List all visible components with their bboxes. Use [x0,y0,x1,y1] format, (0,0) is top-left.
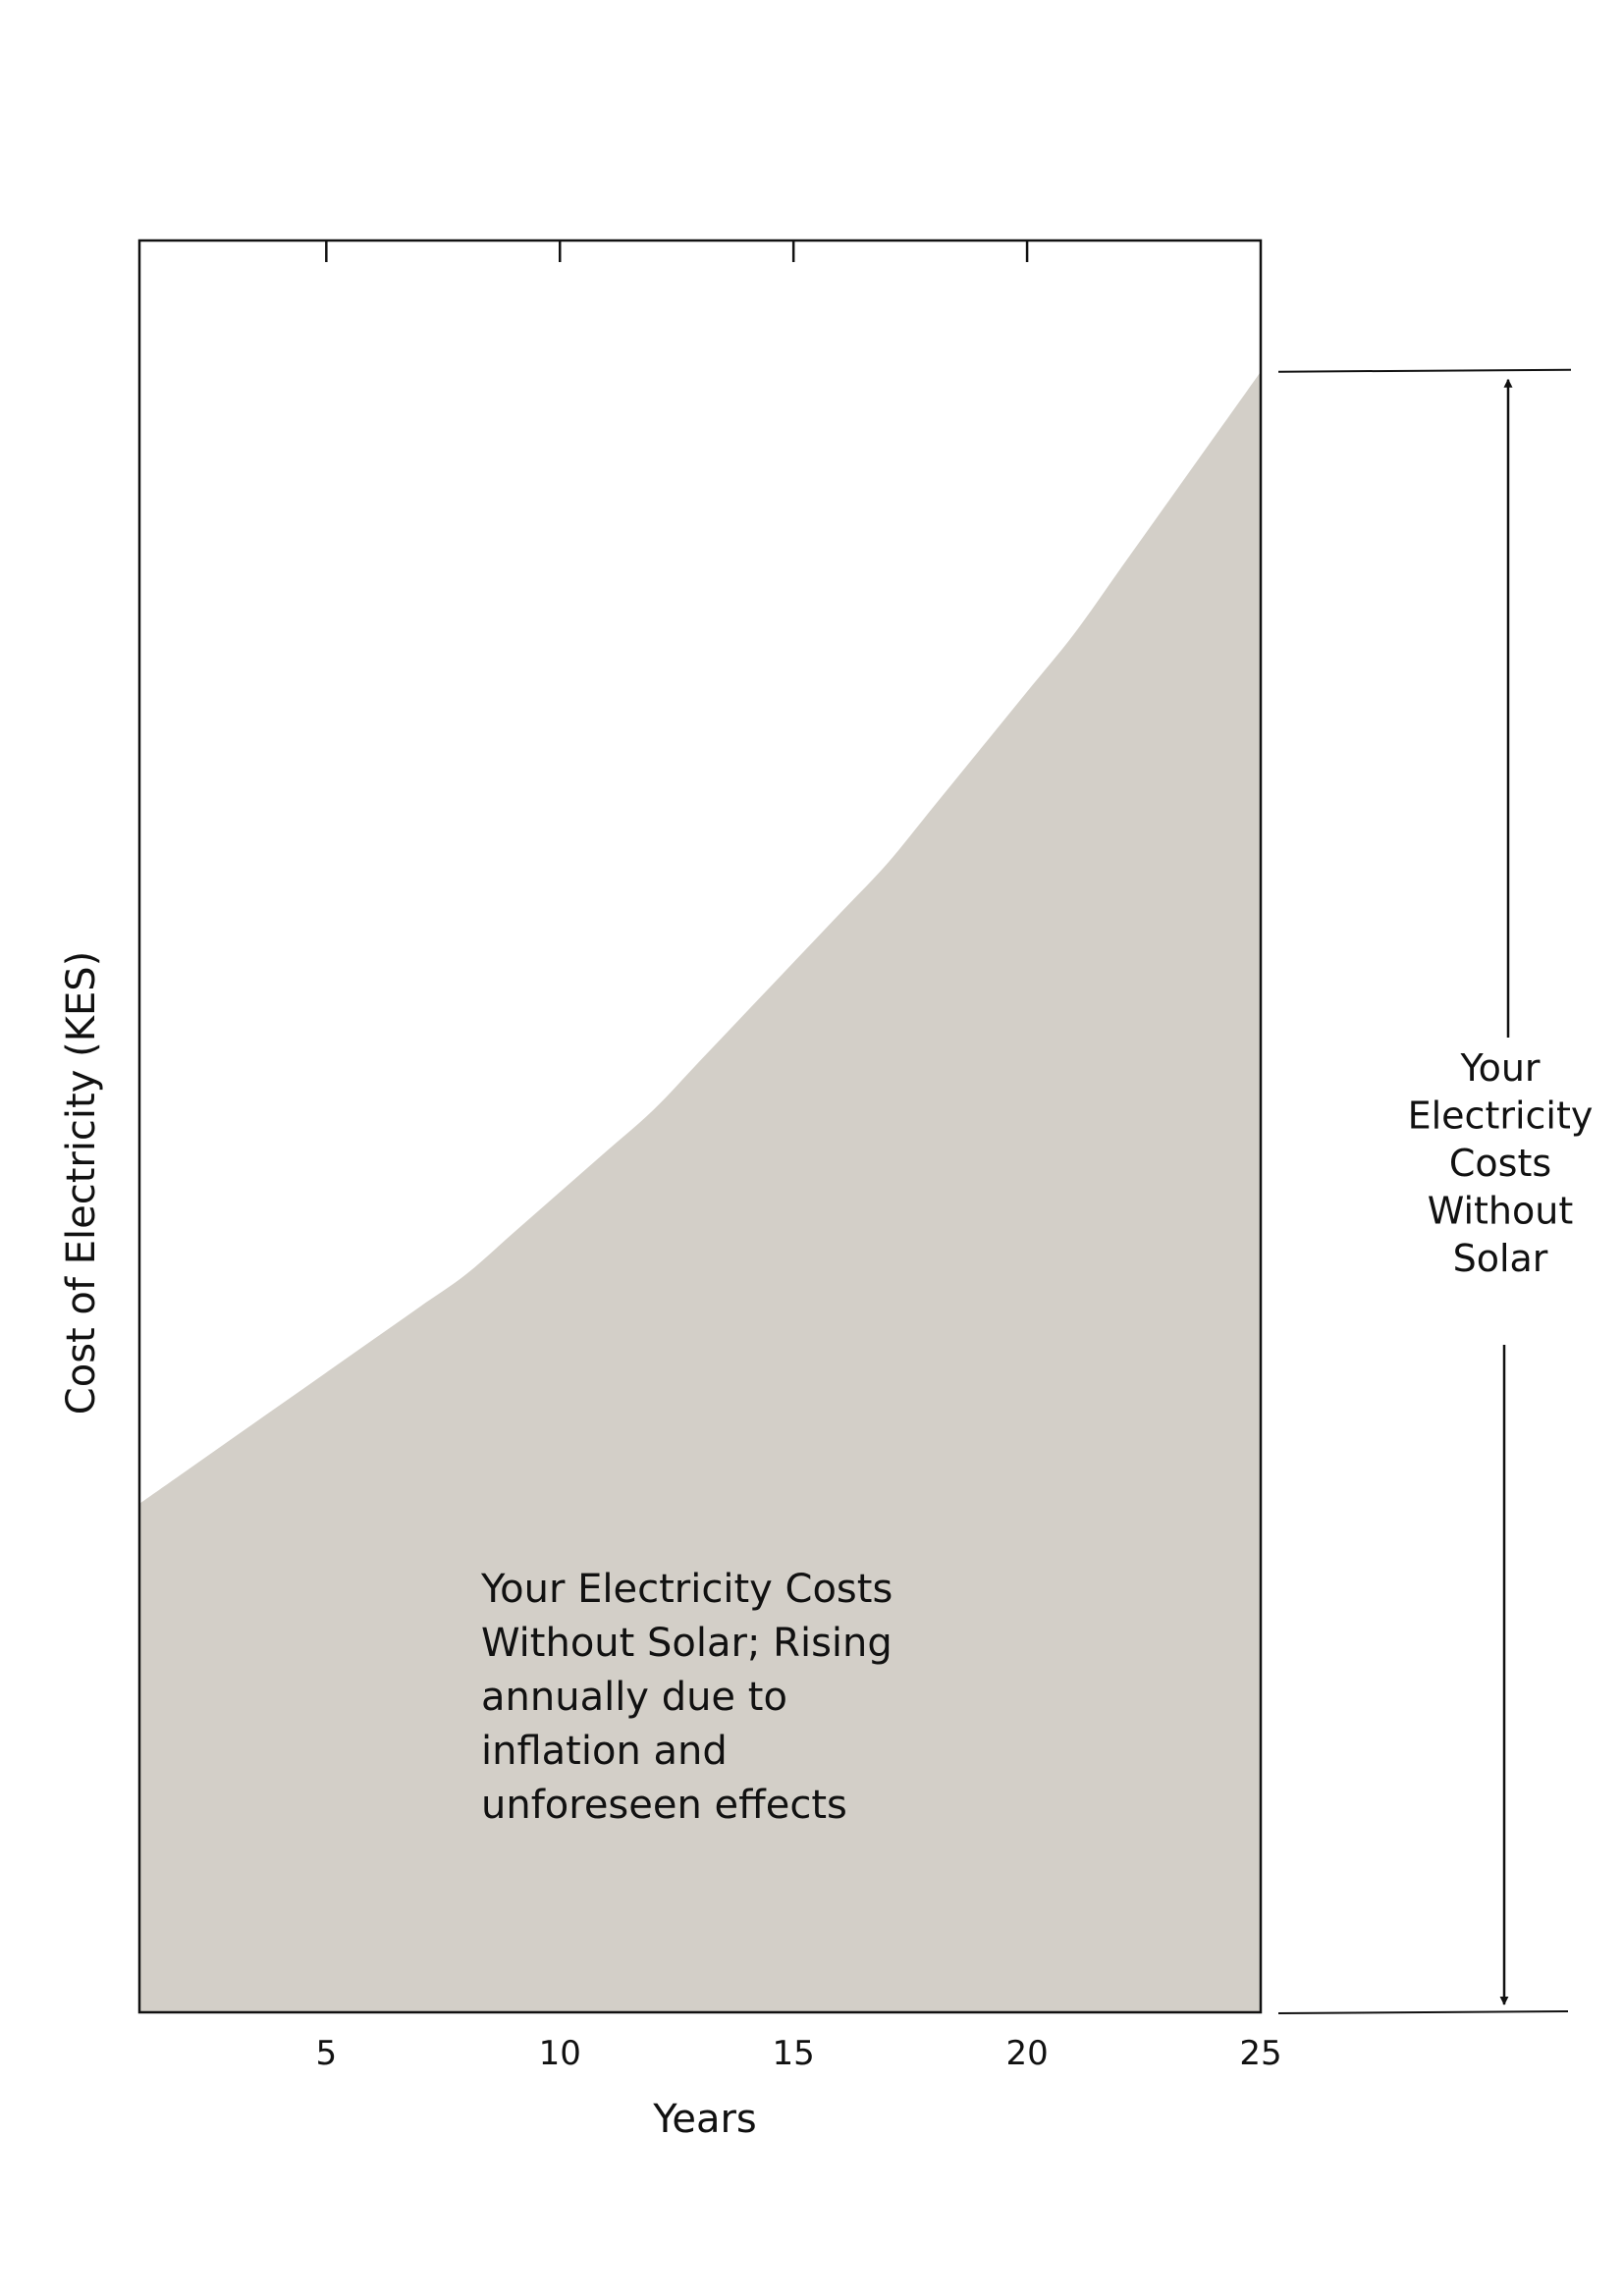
area-layer [139,371,1261,2012]
annotation-line: unforeseen effects [481,1783,847,1828]
annotation-line: Without [1428,1190,1574,1233]
x-tick-label: 15 [773,2034,815,2073]
range-indicator: Your Electricity Costs Without Solar [1277,368,1594,2014]
range-top-line [1277,368,1572,373]
annotation-line: Solar [1453,1237,1548,1280]
top-ticks [325,240,1029,262]
x-axis-label: Years [652,2097,757,2142]
annotation-line: inflation and [481,1729,728,1774]
annotation-line: Electricity [1408,1095,1594,1138]
cost-area [139,371,1261,2012]
x-tick-label: 25 [1239,2034,1281,2073]
annotation-line: Your [1459,1046,1540,1090]
x-tick-labels: 5 10 15 20 25 [316,2034,1282,2073]
x-tick-label: 20 [1005,2034,1048,2073]
plot-frame [137,239,1263,2014]
y-axis-label: Cost of Electricity (KES) [59,951,104,1415]
side-annotation: Your Electricity Costs Without Solar [1408,1046,1594,1280]
area-annotation: Your Electricity Costs Without Solar; Ris… [480,1567,893,1828]
x-tick-label: 5 [316,2034,338,2073]
annotation-line: Your Electricity Costs [480,1567,893,1612]
x-tick-label: 10 [539,2034,581,2073]
range-bottom-line [1277,2010,1569,2014]
annotation-line: annually due to [481,1675,787,1720]
annotation-line: Costs [1449,1142,1551,1185]
annotation-line: Without Solar; Rising [481,1621,893,1666]
